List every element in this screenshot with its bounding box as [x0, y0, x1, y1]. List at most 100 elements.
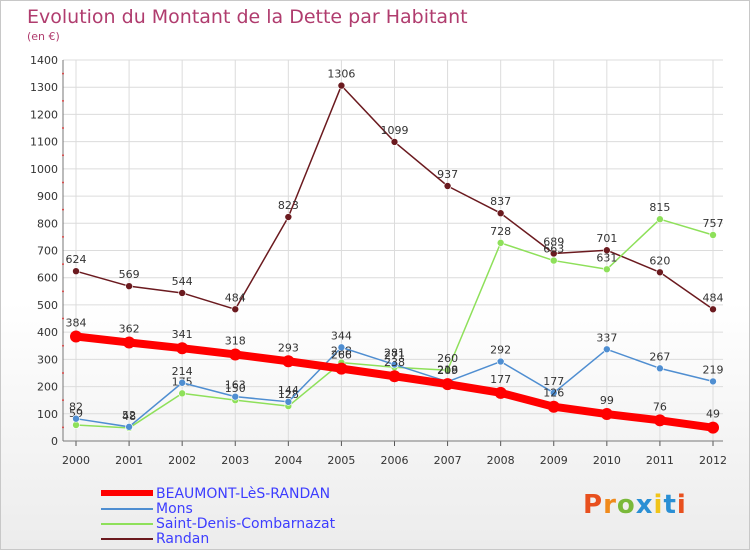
x-tick-label: 2006 [381, 454, 409, 467]
data-label-mons: 281 [384, 347, 405, 360]
legend-label-mons: Mons [156, 501, 193, 517]
data-point-mons [709, 377, 717, 386]
data-point-saint-denis-combarnazat [72, 421, 80, 429]
y-tick-label: 600 [37, 272, 58, 285]
x-tick-label: 2007 [434, 454, 462, 467]
data-point-mons [603, 345, 611, 354]
data-label-saint-denis-combarnazat: 59 [69, 407, 83, 420]
data-point-randan [443, 182, 452, 190]
data-label-saint-denis-combarnazat: 757 [703, 217, 724, 230]
data-point-randan [709, 305, 717, 314]
data-point-beaumont-l-s-randan [176, 342, 189, 355]
legend-label-randan: Randan [156, 531, 210, 547]
y-minor-tick [62, 317, 64, 320]
logo-letter: r [603, 490, 617, 520]
logo-letter: P [583, 490, 604, 520]
x-tick-label: 2000 [62, 454, 90, 467]
y-tick-label: 1400 [30, 54, 58, 67]
data-point-randan [284, 213, 293, 221]
data-label-beaumont-l-s-randan: 209 [437, 364, 458, 377]
data-label-beaumont-l-s-randan: 238 [384, 356, 405, 369]
y-minor-tick [62, 72, 64, 75]
data-point-beaumont-l-s-randan [441, 378, 454, 391]
data-point-randan [231, 305, 240, 314]
data-label-mons: 82 [69, 401, 83, 414]
proxiti-logo: Proxiti [583, 490, 687, 520]
data-label-mons: 177 [543, 375, 564, 388]
y-tick-label: 300 [37, 353, 58, 366]
data-label-beaumont-l-s-randan: 76 [653, 400, 667, 413]
data-label-beaumont-l-s-randan: 293 [278, 341, 299, 354]
data-point-beaumont-l-s-randan [494, 386, 507, 399]
legend-item-saint-denis: Saint-Denis-Combarnazat [101, 516, 421, 532]
data-label-mons: 214 [172, 365, 193, 378]
data-label-saint-denis-combarnazat: 271 [384, 349, 405, 362]
data-point-beaumont-l-s-randan [335, 362, 348, 375]
x-tick-label: 2004 [274, 454, 302, 467]
data-point-beaumont-l-s-randan [282, 355, 295, 368]
data-label-saint-denis-combarnazat: 48 [122, 410, 136, 423]
y-tick-label: 900 [37, 190, 58, 203]
y-minor-tick [62, 235, 64, 238]
data-point-beaumont-l-s-randan [388, 370, 401, 383]
data-label-saint-denis-combarnazat: 728 [490, 225, 511, 238]
data-label-beaumont-l-s-randan: 266 [331, 349, 352, 362]
data-label-randan: 823 [278, 199, 299, 212]
y-minor-tick [62, 154, 64, 157]
x-tick-label: 2005 [327, 454, 355, 467]
x-tick-label: 2012 [699, 454, 727, 467]
data-label-randan: 701 [596, 232, 617, 245]
legend-item-randan: Randan [101, 531, 421, 547]
data-point-saint-denis-combarnazat [656, 215, 664, 224]
y-tick-label: 1200 [30, 108, 58, 121]
data-label-beaumont-l-s-randan: 49 [706, 408, 720, 421]
data-point-saint-denis-combarnazat [603, 265, 611, 274]
data-label-randan: 484 [225, 291, 246, 304]
y-minor-tick [62, 344, 64, 347]
legend-swatch-mons [101, 508, 153, 510]
data-point-randan [603, 246, 611, 255]
x-tick-label: 2011 [646, 454, 674, 467]
legend-label-beaumont: BEAUMONT-LèS-RANDAN [156, 486, 331, 502]
data-label-randan: 1099 [381, 124, 409, 137]
data-label-randan: 689 [543, 235, 564, 248]
y-tick-label: 500 [37, 299, 58, 312]
data-point-beaumont-l-s-randan [70, 330, 82, 343]
legend-swatch-beaumont [101, 490, 153, 496]
legend-label-saint-denis: Saint-Denis-Combarnazat [156, 516, 336, 532]
x-tick-label: 2009 [540, 454, 568, 467]
data-label-randan: 484 [703, 291, 724, 304]
x-tick-label: 2010 [593, 454, 621, 467]
legend-swatch-saint-denis [101, 523, 153, 525]
logo-letter: i [653, 490, 664, 520]
data-label-beaumont-l-s-randan: 362 [119, 322, 140, 335]
data-point-randan [125, 282, 133, 290]
chart-title: Evolution du Montant de la Dette par Hab… [27, 6, 468, 28]
data-point-saint-denis-combarnazat [496, 239, 505, 247]
y-tick-label: 100 [37, 408, 58, 421]
data-label-mons: 163 [225, 379, 246, 392]
data-point-randan [390, 138, 399, 146]
data-point-saint-denis-combarnazat [709, 231, 717, 239]
data-label-saint-denis-combarnazat: 128 [278, 388, 299, 401]
logo-letter: o [616, 490, 636, 520]
y-minor-tick [62, 371, 64, 374]
data-point-beaumont-l-s-randan [600, 408, 613, 421]
data-point-mons [178, 378, 186, 387]
data-point-mons [125, 423, 133, 431]
data-label-randan: 569 [119, 268, 140, 281]
data-label-saint-denis-combarnazat: 663 [543, 243, 564, 256]
data-label-mons: 144 [278, 384, 299, 397]
y-tick-label: 800 [37, 217, 58, 230]
data-label-randan: 624 [66, 253, 87, 266]
chart-subtitle: (en €) [27, 30, 60, 43]
x-tick-label: 2001 [115, 454, 143, 467]
data-label-mons: 219 [703, 363, 724, 376]
legend-item-beaumont: BEAUMONT-LèS-RANDAN [101, 486, 421, 502]
data-point-mons [284, 398, 293, 406]
y-minor-tick [62, 290, 64, 293]
data-point-saint-denis-combarnazat [178, 389, 186, 398]
data-point-saint-denis-combarnazat [549, 256, 558, 265]
